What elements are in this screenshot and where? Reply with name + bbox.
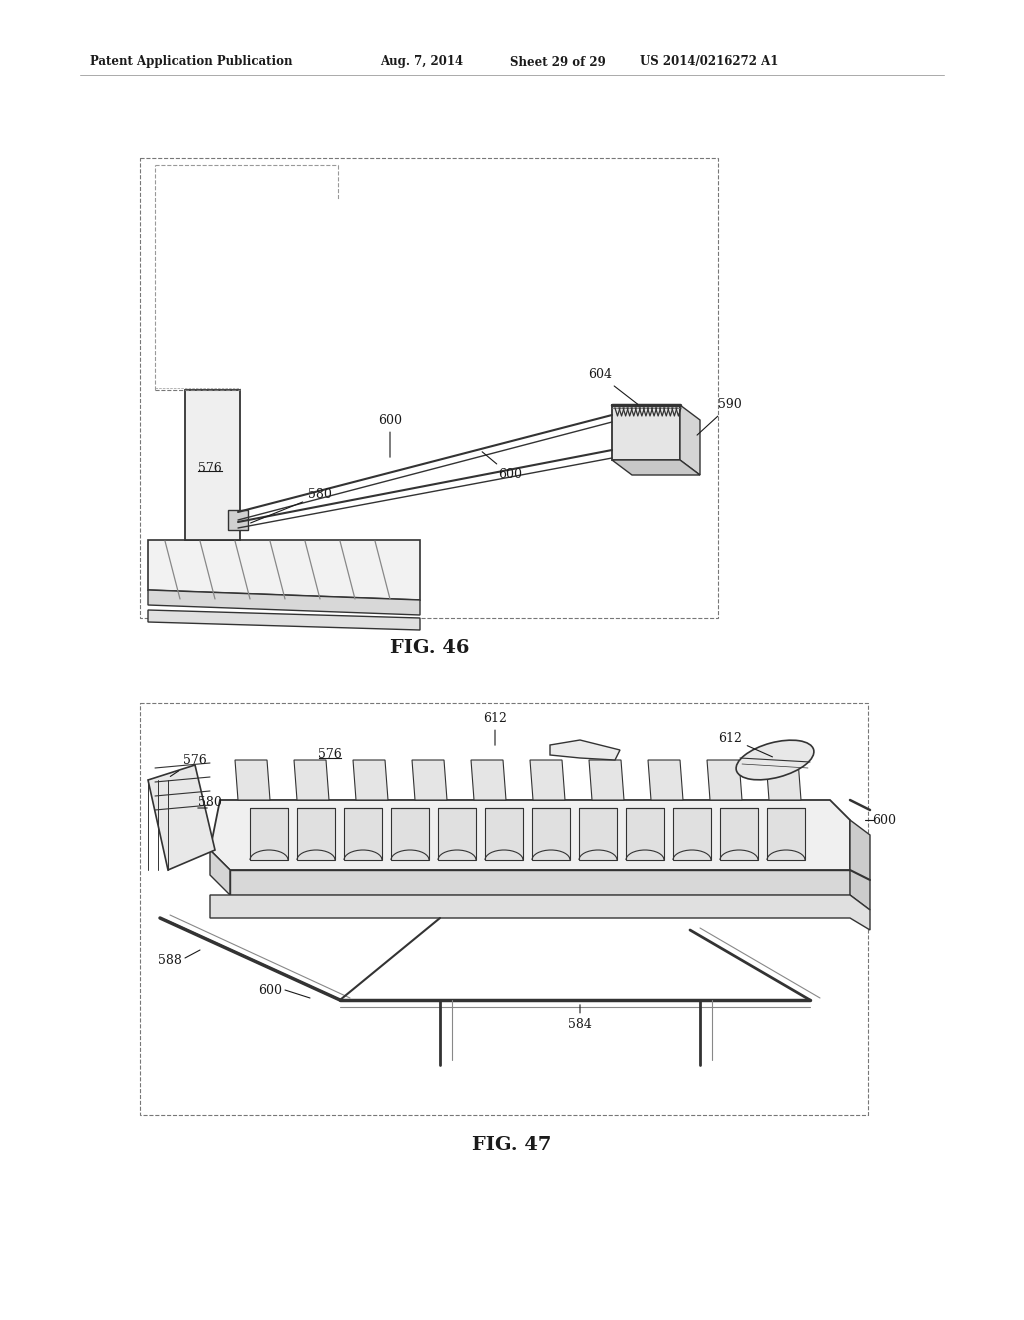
Polygon shape (391, 808, 429, 861)
Text: FIG. 46: FIG. 46 (390, 639, 470, 657)
Polygon shape (185, 389, 240, 540)
Polygon shape (210, 895, 870, 931)
Text: 580: 580 (251, 488, 332, 523)
Text: 584: 584 (568, 1005, 592, 1031)
Polygon shape (228, 510, 248, 531)
Polygon shape (530, 760, 565, 800)
Polygon shape (589, 760, 624, 800)
Text: 612: 612 (718, 731, 772, 756)
Polygon shape (707, 760, 742, 800)
Text: 604: 604 (588, 368, 638, 404)
Polygon shape (550, 741, 620, 760)
Polygon shape (250, 808, 288, 861)
Polygon shape (438, 808, 476, 861)
Polygon shape (471, 760, 506, 800)
Polygon shape (294, 760, 329, 800)
Text: 600: 600 (872, 813, 896, 826)
Text: 588: 588 (158, 953, 182, 966)
Polygon shape (230, 870, 850, 895)
Bar (140, 158, 718, 618)
Polygon shape (680, 405, 700, 475)
Text: 576: 576 (198, 462, 222, 474)
Text: Sheet 29 of 29: Sheet 29 of 29 (510, 55, 606, 69)
Polygon shape (297, 808, 335, 861)
Text: 600: 600 (378, 413, 402, 457)
Polygon shape (850, 820, 870, 909)
Polygon shape (532, 808, 570, 861)
Text: 576: 576 (318, 748, 342, 762)
Polygon shape (344, 808, 382, 861)
Polygon shape (210, 800, 850, 870)
Bar (140, 704, 868, 1115)
Polygon shape (485, 808, 523, 861)
Polygon shape (612, 405, 680, 459)
Ellipse shape (736, 741, 814, 780)
Polygon shape (626, 808, 664, 861)
Polygon shape (148, 766, 215, 870)
Polygon shape (767, 808, 805, 861)
Text: 590: 590 (697, 399, 741, 436)
Text: 612: 612 (483, 711, 507, 746)
Text: 600: 600 (258, 983, 282, 997)
Polygon shape (766, 760, 801, 800)
Polygon shape (148, 610, 420, 630)
Text: FIG. 47: FIG. 47 (472, 1137, 552, 1154)
Polygon shape (148, 540, 420, 601)
Polygon shape (612, 459, 700, 475)
Polygon shape (579, 808, 617, 861)
Polygon shape (673, 808, 711, 861)
Polygon shape (210, 850, 230, 895)
Text: 576: 576 (170, 754, 207, 776)
Polygon shape (720, 808, 758, 861)
Polygon shape (234, 760, 270, 800)
Polygon shape (353, 760, 388, 800)
Text: Patent Application Publication: Patent Application Publication (90, 55, 293, 69)
Text: 600: 600 (482, 451, 522, 482)
Polygon shape (648, 760, 683, 800)
Text: 580: 580 (198, 796, 222, 809)
Text: Aug. 7, 2014: Aug. 7, 2014 (380, 55, 463, 69)
Polygon shape (148, 590, 420, 615)
Polygon shape (412, 760, 447, 800)
Text: US 2014/0216272 A1: US 2014/0216272 A1 (640, 55, 778, 69)
